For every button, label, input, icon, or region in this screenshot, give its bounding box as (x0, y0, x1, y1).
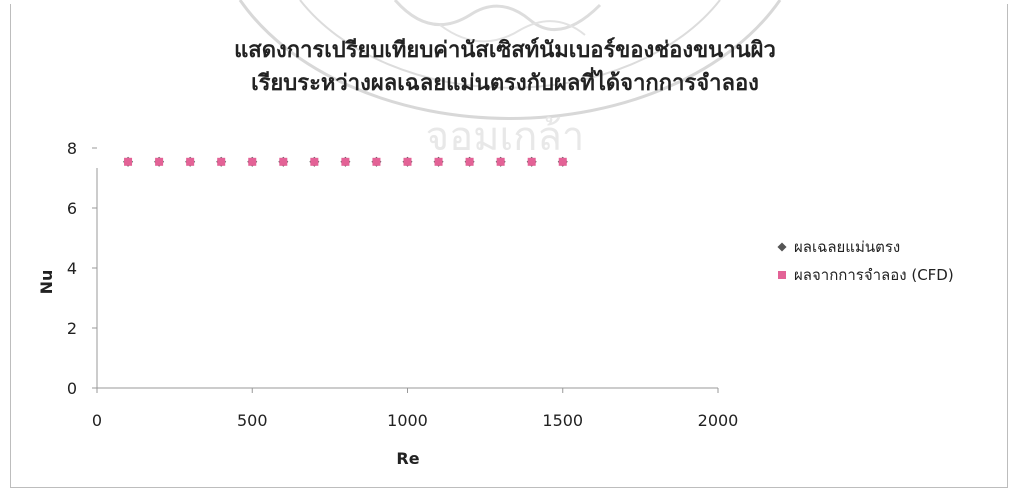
legend-marker-square (778, 271, 786, 279)
cfd-result-point (217, 157, 226, 166)
cfd-result-point (558, 157, 567, 166)
y-tick-label: 6 (67, 199, 77, 218)
cfd-result-point (186, 157, 195, 166)
y-tick-label: 8 (67, 139, 77, 158)
cfd-result-point (341, 157, 350, 166)
cfd-result-point (465, 157, 474, 166)
y-axis-title: Nu (37, 270, 56, 295)
legend-marker-diamond (777, 242, 787, 252)
y-tick-label: 4 (67, 259, 77, 278)
cfd-result-point (403, 157, 412, 166)
chart-title: แสดงการเปรียบเทียบค่านัสเซิสท์นัมเบอร์ขอ… (100, 34, 910, 100)
y-tick-label: 0 (67, 379, 77, 398)
chart-title-line-2: เรียบระหว่างผลเฉลยแม่นตรงกับผลที่ได้จากก… (251, 71, 759, 96)
cfd-result-point (248, 157, 257, 166)
legend: ผลเฉลยแม่นตรง ผลจากการจำลอง (CFD) (777, 233, 954, 289)
cfd-result-point (496, 157, 505, 166)
legend-item-cfd: ผลจากการจำลอง (CFD) (778, 261, 954, 289)
x-axis-title: Re (396, 449, 419, 468)
cfd-result-point (527, 157, 536, 166)
y-tick-label: 2 (67, 319, 77, 338)
x-tick-label: 1000 (387, 411, 428, 430)
chart-frame (10, 4, 1008, 488)
cfd-result-point (155, 157, 164, 166)
cfd-result-point (279, 157, 288, 166)
legend-label-exact: ผลเฉลยแม่นตรง (794, 238, 901, 256)
cfd-result-point (124, 157, 133, 166)
x-tick-label: 1500 (542, 411, 583, 430)
x-tick-label: 2000 (698, 411, 739, 430)
legend-item-exact: ผลเฉลยแม่นตรง (777, 233, 954, 261)
x-tick-label: 0 (92, 411, 102, 430)
x-tick-label: 500 (237, 411, 268, 430)
cfd-result-point (310, 157, 319, 166)
chart-title-line-1: แสดงการเปรียบเทียบค่านัสเซิสท์นัมเบอร์ขอ… (234, 38, 776, 63)
cfd-result-point (434, 157, 443, 166)
cfd-result-point (372, 157, 381, 166)
legend-label-cfd: ผลจากการจำลอง (CFD) (794, 266, 954, 284)
